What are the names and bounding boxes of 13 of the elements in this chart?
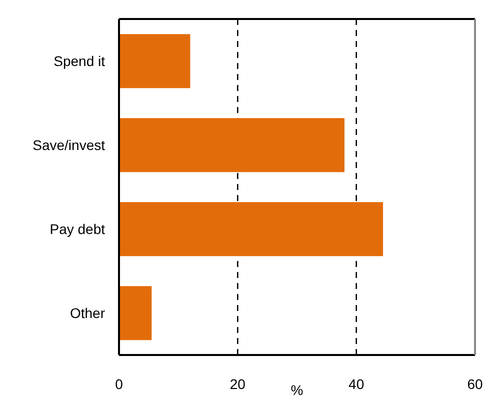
y-tick-label: Spend it	[54, 52, 106, 69]
y-tick-label: Pay debt	[50, 220, 106, 237]
bar	[119, 202, 384, 256]
y-tick-label: Other	[70, 304, 106, 321]
x-tick-label: 60	[467, 376, 483, 392]
x-tick-label: 20	[230, 376, 246, 392]
bar	[119, 118, 344, 172]
y-tick-label: Save/invest	[32, 136, 106, 153]
bar	[119, 34, 190, 88]
bar	[119, 286, 152, 340]
x-tick-label: 0	[115, 376, 124, 392]
x-tick-label: 40	[348, 376, 364, 392]
x-axis-title: %	[290, 382, 304, 398]
